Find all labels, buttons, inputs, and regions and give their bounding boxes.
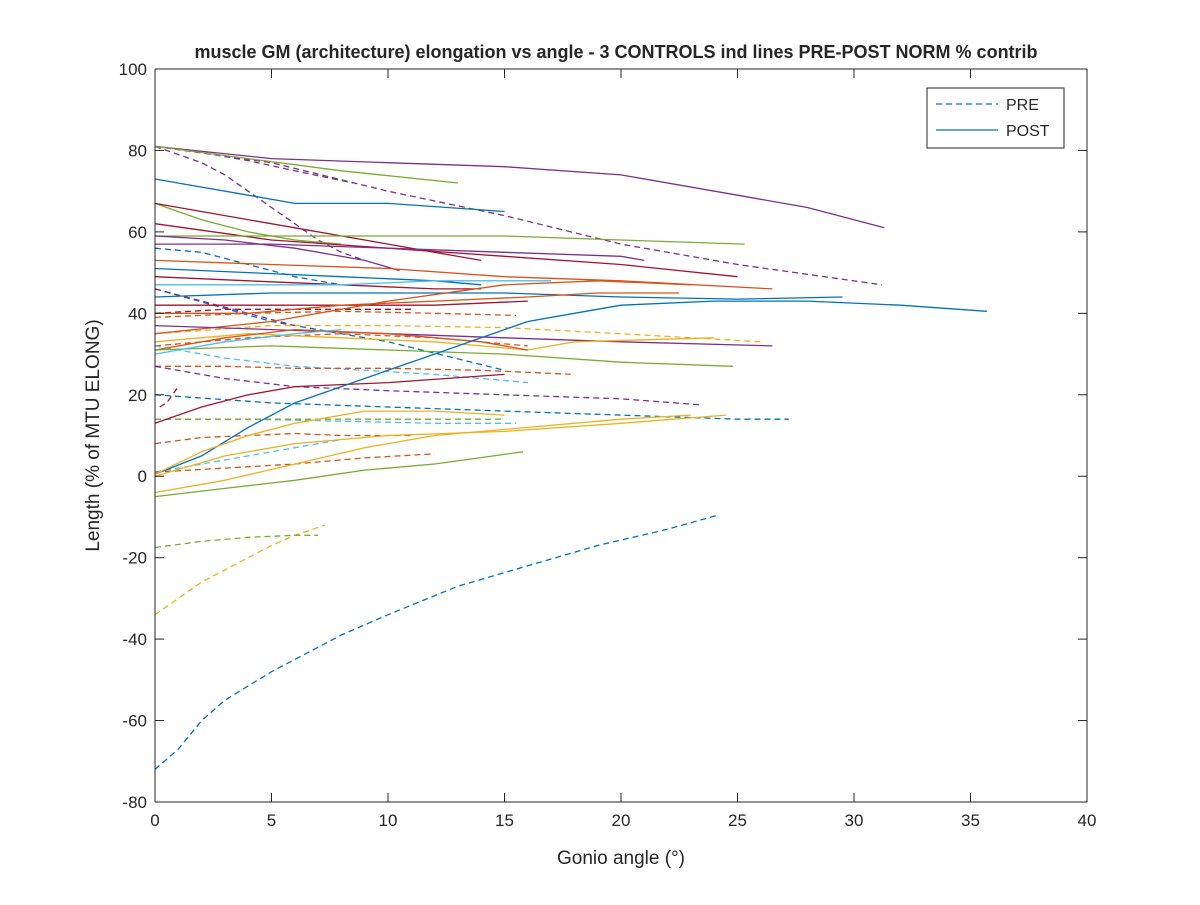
legend-post-label: POST bbox=[1006, 123, 1050, 140]
y-axis-label: Length (% of MTU ELONG) bbox=[83, 319, 104, 551]
series-line-pre-14 bbox=[155, 365, 575, 376]
series-line-pre-2 bbox=[154, 534, 319, 549]
y-tick-label: -80 bbox=[122, 793, 147, 812]
series-line-post-46 bbox=[154, 300, 987, 475]
axes-layer: 0 5 10 15 20 25 30 35 40 100 80 60 40 20 0 -20 -40 -60 -80 bbox=[119, 60, 1097, 830]
series-line-post-27 bbox=[154, 202, 482, 262]
series-line-post-36 bbox=[154, 292, 843, 300]
series-line-pre-0 bbox=[154, 514, 720, 770]
series-line-pre-8 bbox=[154, 288, 295, 327]
series-line-post-30 bbox=[154, 235, 400, 272]
series-line-post-42 bbox=[154, 328, 528, 351]
series-line-post-47 bbox=[154, 410, 505, 475]
chart-title: muscle GM (architecture) elongation vs a… bbox=[194, 42, 1037, 62]
y-tick-label: 60 bbox=[128, 223, 147, 242]
series-line-post-39 bbox=[154, 280, 691, 335]
series-line-pre-16 bbox=[154, 394, 789, 420]
series-line-post-32 bbox=[154, 259, 773, 290]
x-tick-label: 25 bbox=[728, 811, 747, 830]
x-tick-label: 0 bbox=[150, 811, 159, 830]
series-line-post-40 bbox=[154, 324, 773, 347]
series-line-pre-10 bbox=[154, 310, 517, 319]
series-layer bbox=[154, 145, 987, 770]
y-tick-label: -20 bbox=[122, 549, 147, 568]
series-line-pre-9 bbox=[154, 308, 412, 314]
series-line-post-48 bbox=[154, 414, 726, 477]
series-line-pre-5 bbox=[154, 145, 883, 286]
x-tick-label: 35 bbox=[961, 811, 980, 830]
series-line-post-38 bbox=[155, 292, 680, 314]
plot-area bbox=[155, 69, 1087, 802]
x-axis-label: Gonio angle (°) bbox=[557, 848, 685, 869]
x-tick-label: 15 bbox=[495, 811, 514, 830]
series-line-post-44 bbox=[154, 328, 342, 355]
series-line-post-28 bbox=[154, 223, 738, 278]
x-tick-label: 20 bbox=[612, 811, 631, 830]
series-line-post-50 bbox=[154, 451, 524, 498]
series-line-pre-6 bbox=[154, 247, 342, 286]
series-line-post-24 bbox=[154, 145, 458, 184]
series-line-post-31 bbox=[155, 243, 645, 262]
y-tick-label: -60 bbox=[122, 712, 147, 731]
series-line-post-41 bbox=[154, 333, 715, 351]
x-tick-label: 5 bbox=[267, 811, 276, 830]
legend: PRE POST bbox=[926, 87, 1065, 149]
x-tick-label: 40 bbox=[1078, 811, 1097, 830]
y-tick-label: 100 bbox=[119, 60, 147, 79]
y-tick-label: 40 bbox=[128, 304, 147, 323]
series-line-post-26 bbox=[154, 202, 342, 245]
series-line-post-45 bbox=[154, 373, 505, 424]
y-tick-label: -40 bbox=[122, 630, 147, 649]
legend-box bbox=[926, 87, 1065, 149]
series-line-post-29 bbox=[155, 235, 745, 245]
series-line-pre-1 bbox=[154, 524, 326, 616]
y-tick-label: 80 bbox=[128, 141, 147, 160]
series-line-post-25 bbox=[154, 178, 505, 213]
series-line-post-43 bbox=[154, 345, 733, 367]
x-tick-label: 10 bbox=[379, 811, 398, 830]
y-tick-label: 20 bbox=[128, 386, 147, 405]
series-line-post-49 bbox=[154, 414, 691, 494]
series-line-post-23 bbox=[154, 145, 885, 229]
legend-pre-label: PRE bbox=[1006, 97, 1039, 114]
x-tick-label: 30 bbox=[845, 811, 864, 830]
series-line-pre-17 bbox=[159, 386, 179, 408]
series-line-post-35 bbox=[155, 280, 552, 286]
series-line-pre-15 bbox=[154, 365, 703, 406]
series-line-pre-11 bbox=[154, 324, 761, 343]
series-line-post-33 bbox=[154, 267, 482, 286]
y-tick-label: 0 bbox=[138, 467, 147, 486]
